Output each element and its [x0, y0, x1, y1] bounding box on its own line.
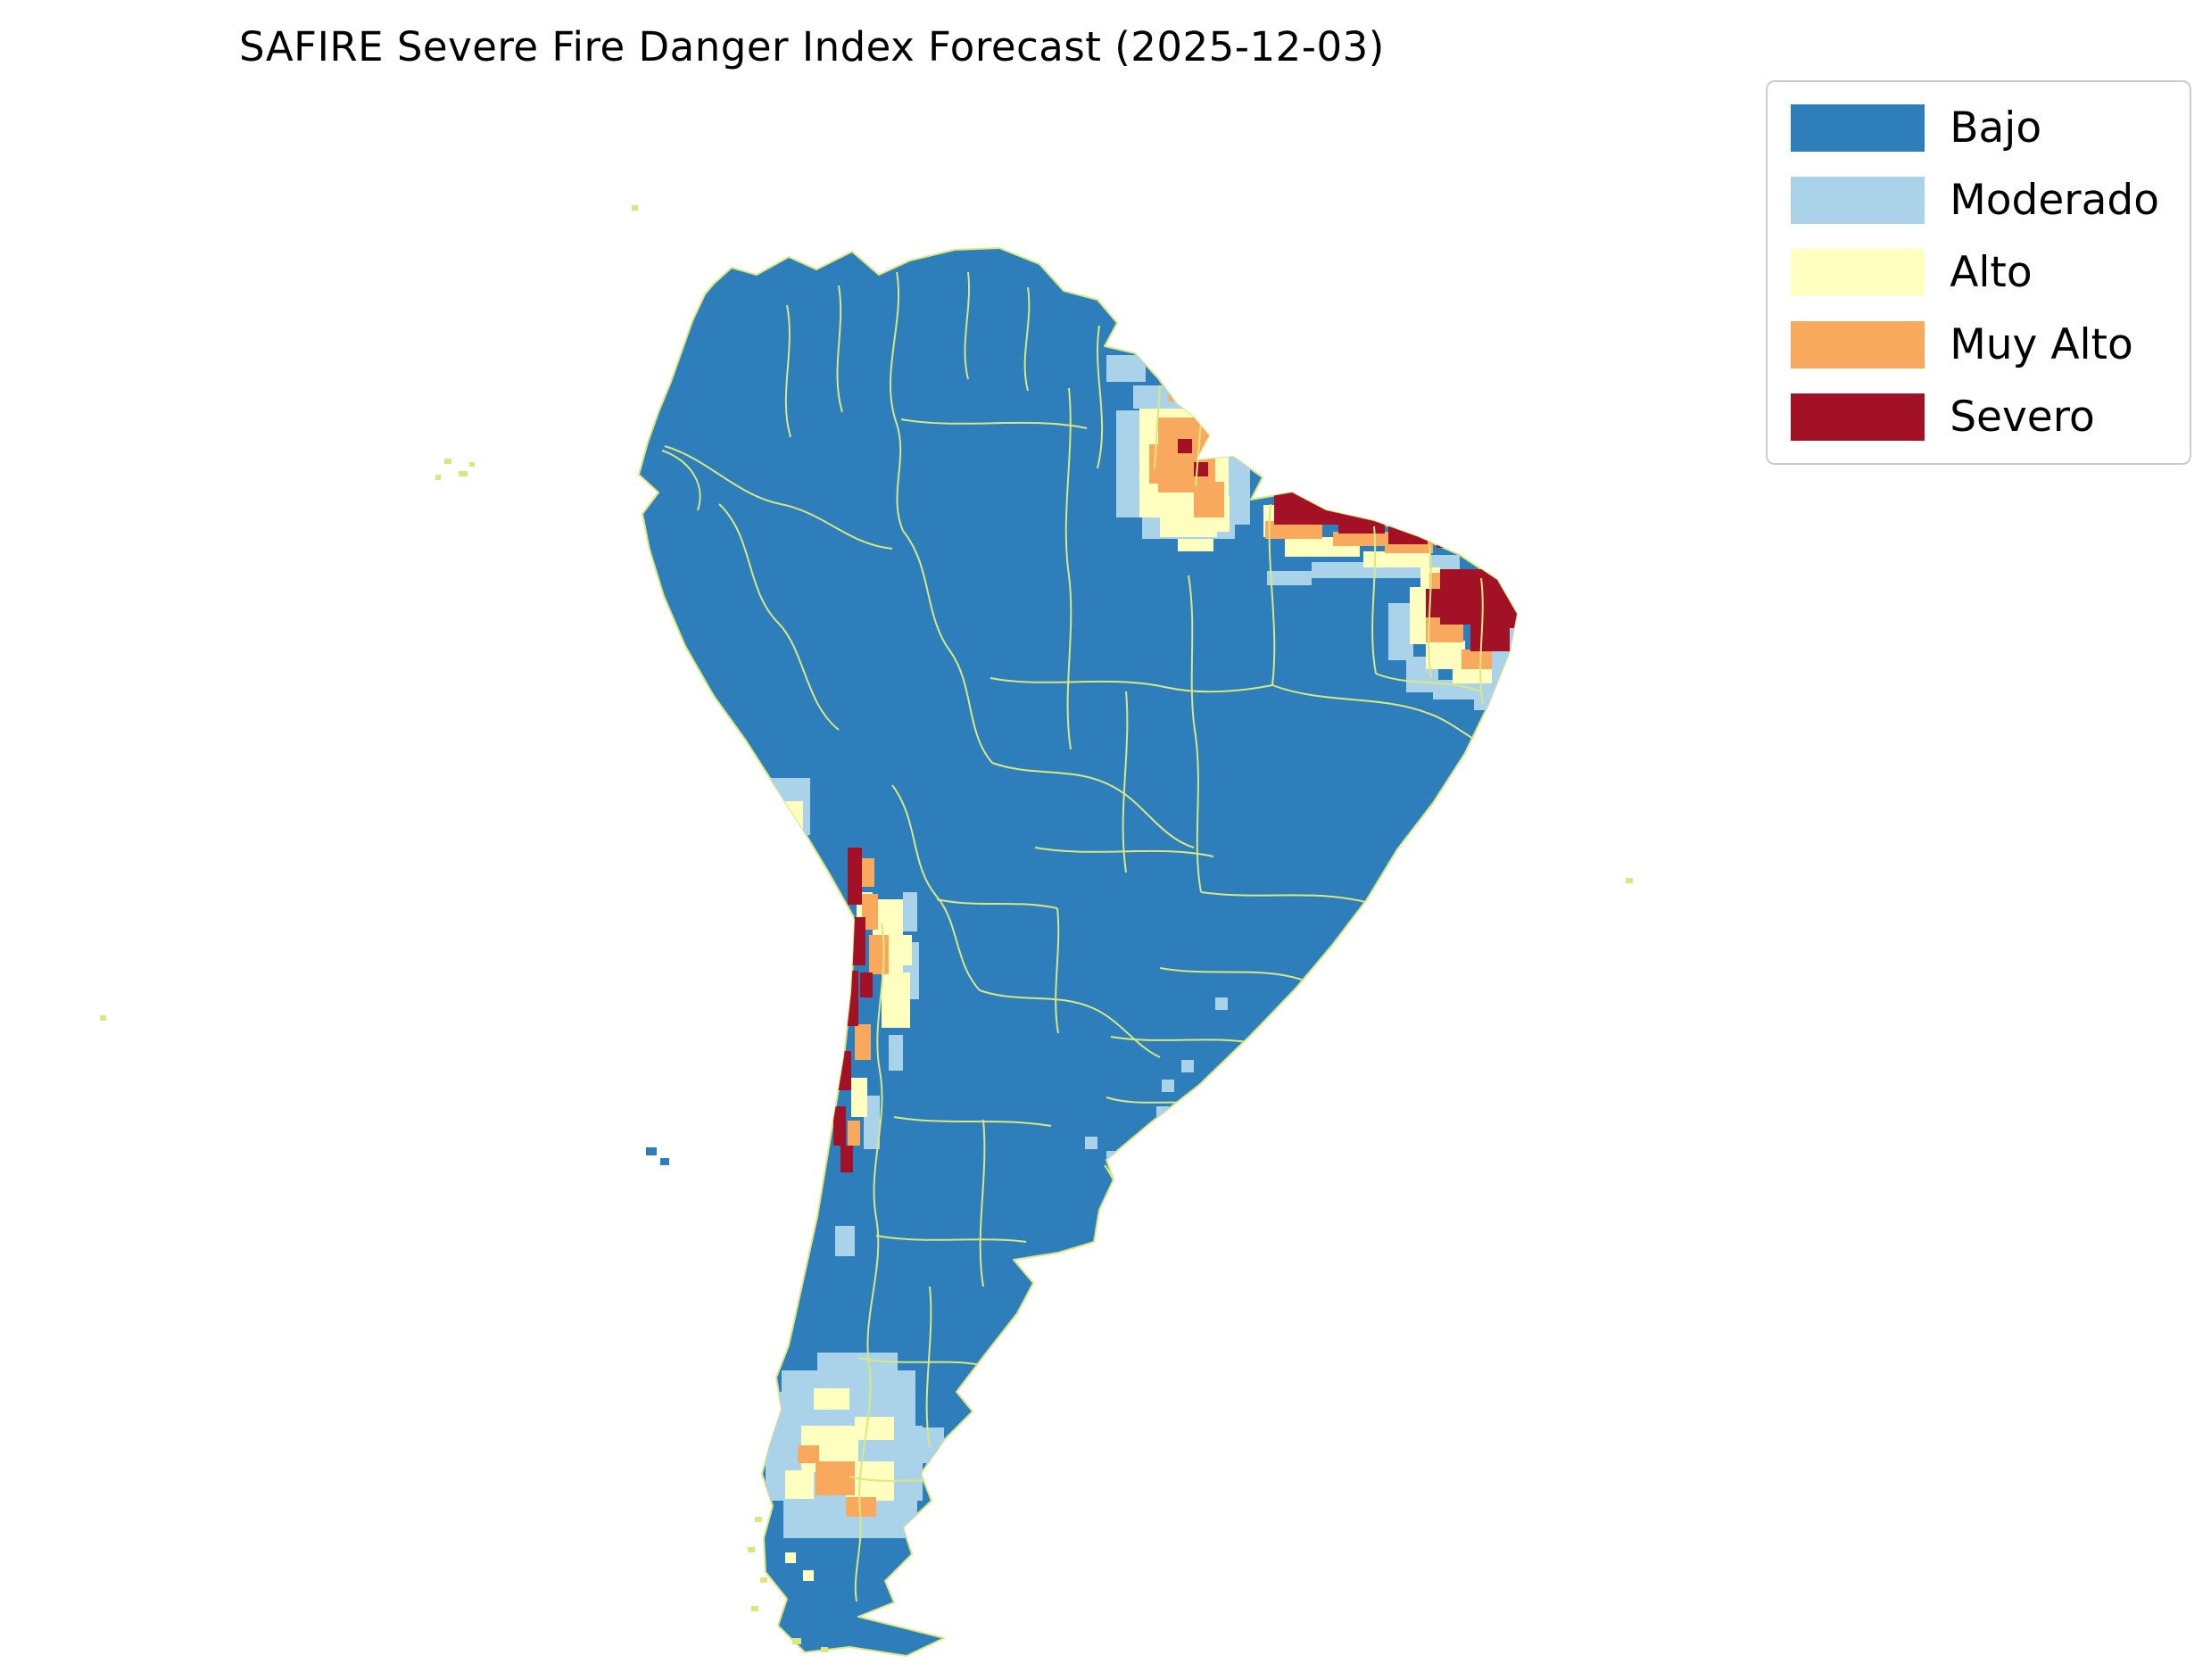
map-title: SAFIRE Severe Fire Danger Index Forecast… — [239, 23, 1385, 70]
danger-cell-severo — [833, 1106, 846, 1146]
danger-cell-moderado — [1133, 385, 1231, 409]
danger-cell-muy-alto — [1194, 482, 1224, 517]
danger-cell-alto — [1453, 667, 1492, 683]
danger-cell-muy-alto — [862, 858, 874, 887]
danger-cell-moderado — [1424, 555, 1460, 569]
danger-cell-moderado — [1085, 1137, 1097, 1149]
danger-cell-severo — [860, 972, 873, 997]
danger-cell-muy-alto — [1462, 650, 1492, 669]
danger-cell-muy-alto — [848, 1121, 860, 1146]
danger-cell-moderado — [1162, 1080, 1174, 1092]
danger-cell-moderado — [1215, 997, 1228, 1010]
legend-swatch-alto — [1791, 249, 1925, 296]
danger-cell-moderado — [1142, 1171, 1156, 1185]
danger-cell-severo — [1470, 623, 1510, 651]
danger-cell-moderado — [903, 892, 917, 931]
danger-cell-moderado — [917, 1428, 944, 1463]
legend: Bajo Moderado Alto Muy Alto Severo — [1766, 80, 2191, 465]
danger-cell-moderado — [1181, 1060, 1194, 1072]
danger-cell-moderado — [864, 1096, 880, 1149]
danger-cell-moderado — [1267, 571, 1312, 585]
danger-cell-alto — [1178, 539, 1213, 551]
danger-cell-alto — [785, 1552, 796, 1563]
danger-cell-moderado — [1116, 410, 1139, 517]
legend-swatch-bajo — [1791, 104, 1925, 152]
danger-cell-muy-alto — [1149, 444, 1163, 484]
danger-cell-alto — [1426, 641, 1465, 669]
danger-cell-alto — [851, 1078, 867, 1117]
legend-item-muy-alto: Muy Alto — [1791, 320, 2159, 369]
danger-cell-severo — [851, 917, 865, 965]
danger-cell-moderado — [764, 830, 785, 857]
danger-cell-moderado — [889, 1035, 903, 1071]
legend-swatch-moderado — [1791, 177, 1925, 224]
danger-cell-severo — [841, 1146, 853, 1172]
danger-cell-severo — [1178, 439, 1192, 453]
legend-swatch-muy-alto — [1791, 321, 1925, 368]
danger-cell-alto — [783, 801, 803, 832]
danger-cell-muy-alto — [1265, 521, 1322, 539]
legend-item-severo: Severo — [1791, 393, 2159, 442]
legend-label-alto: Alto — [1950, 248, 2033, 297]
danger-cell-moderado — [1227, 410, 1250, 525]
danger-cell-alto — [1160, 517, 1217, 537]
legend-item-alto: Alto — [1791, 248, 2159, 297]
danger-cell-muy-alto — [1169, 385, 1187, 401]
danger-cell-alto — [882, 972, 910, 1028]
danger-cell-alto — [785, 1470, 814, 1499]
danger-cell-moderado — [1106, 1151, 1119, 1163]
danger-cell-alto — [855, 1417, 894, 1440]
danger-cell-moderado — [1124, 1167, 1137, 1179]
danger-cell-severo — [848, 848, 862, 905]
danger-cell-muy-alto — [855, 1024, 871, 1060]
danger-cell-severo — [944, 1445, 958, 1460]
island-specks — [100, 205, 1633, 1652]
danger-cell-muy-alto — [1158, 418, 1215, 492]
danger-cell-muy-alto — [862, 894, 878, 930]
danger-cell-alto — [1363, 551, 1429, 567]
danger-cell-alto — [892, 935, 912, 965]
legend-label-moderado: Moderado — [1950, 176, 2159, 225]
legend-item-moderado: Moderado — [1791, 176, 2159, 225]
legend-swatch-severo — [1791, 393, 1925, 441]
island-land-dots — [646, 1147, 669, 1165]
admin-boundaries — [661, 271, 1489, 1602]
danger-cell-moderado — [1160, 1187, 1174, 1201]
danger-cell-moderado — [1388, 603, 1413, 660]
legend-label-muy-alto: Muy Alto — [1950, 320, 2133, 369]
danger-cell-moderado — [1106, 355, 1146, 382]
danger-cell-muy-alto — [846, 1497, 876, 1517]
danger-cell-muy-alto — [1333, 532, 1388, 546]
danger-cell-alto — [803, 1570, 814, 1581]
danger-cell-moderado — [817, 1353, 898, 1374]
danger-cell-severo — [1426, 589, 1444, 617]
legend-item-bajo: Bajo — [1791, 103, 2159, 153]
danger-cell-muy-alto — [816, 1461, 855, 1495]
danger-cell-muy-alto — [798, 1445, 819, 1463]
legend-label-severo: Severo — [1950, 393, 2095, 442]
danger-cell-moderado — [1196, 1122, 1208, 1135]
danger-cell-severo — [1274, 489, 1340, 525]
danger-cell-alto — [814, 1388, 849, 1410]
danger-cell-severo — [1338, 512, 1385, 534]
danger-cell-severo — [1440, 569, 1506, 625]
danger-cell-muy-alto — [869, 935, 889, 974]
danger-cell-moderado — [835, 1226, 855, 1256]
danger-cell-muy-alto — [787, 828, 801, 848]
legend-label-bajo: Bajo — [1950, 103, 2042, 153]
